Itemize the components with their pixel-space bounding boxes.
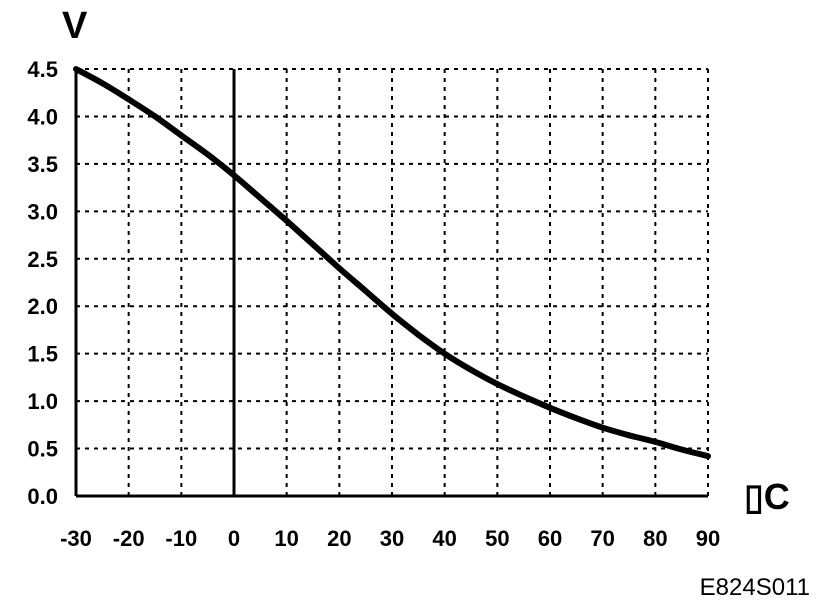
- y-tick-label: 4.0: [27, 104, 58, 129]
- x-tick-label: 60: [538, 526, 562, 551]
- y-tick-label: 2.0: [27, 294, 58, 319]
- y-tick-label: 4.5: [27, 57, 58, 82]
- y-tick-label: 3.0: [27, 199, 58, 224]
- grid-lines: [76, 68, 709, 496]
- y-tick-label: 2.5: [27, 247, 58, 272]
- y-tick-labels: 0.0 0.5 1.0 1.5 2.0 2.5 3.0 3.5 4.0 4.5: [27, 57, 58, 509]
- series-group: [73, 66, 711, 460]
- y-tick-label: 0.5: [27, 437, 58, 462]
- y-tick-label: 0.0: [27, 484, 58, 509]
- x-tick-label: 30: [380, 526, 404, 551]
- y-axis-label: V: [62, 5, 88, 47]
- y-tick-label: 3.5: [27, 152, 58, 177]
- x-axis-label: ▯C: [744, 476, 790, 517]
- x-tick-label: -30: [60, 526, 92, 551]
- x-tick-label: 50: [485, 526, 509, 551]
- y-tick-label: 1.0: [27, 389, 58, 414]
- x-tick-labels: -30 -20 -10 0 10 20 30 40 50 60 70 80 90: [60, 526, 720, 551]
- x-tick-label: 70: [590, 526, 614, 551]
- axes: [74, 69, 708, 498]
- series-line-0: [73, 66, 711, 460]
- figure-code: E824S011: [699, 574, 810, 601]
- x-tick-label: 10: [274, 526, 298, 551]
- x-tick-label: 80: [643, 526, 667, 551]
- x-tick-label: 90: [696, 526, 720, 551]
- y-tick-label: 1.5: [27, 342, 58, 367]
- x-tick-label: -20: [113, 526, 145, 551]
- x-tick-label: 40: [432, 526, 456, 551]
- x-tick-label: 0: [228, 526, 240, 551]
- x-tick-label: 20: [327, 526, 351, 551]
- x-tick-label: -10: [165, 526, 197, 551]
